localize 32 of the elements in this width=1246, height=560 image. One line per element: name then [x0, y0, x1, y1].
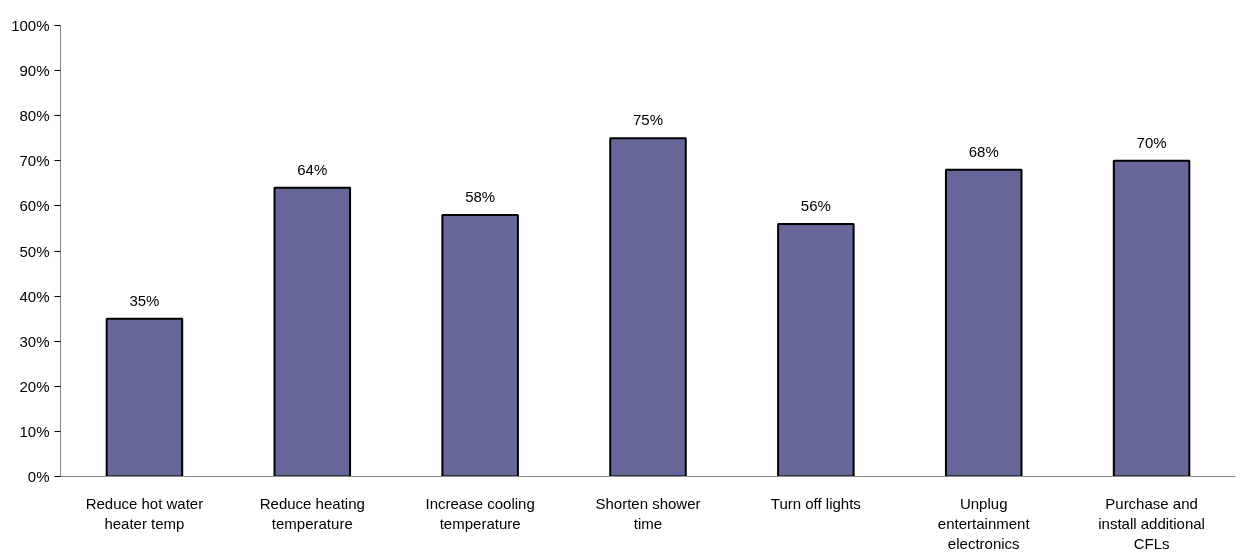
- bar: [609, 137, 687, 477]
- bar: [1112, 159, 1191, 477]
- data-label: 56%: [800, 196, 831, 214]
- data-label: 70%: [1136, 133, 1167, 151]
- data-label: 64%: [297, 160, 328, 178]
- data-label: 58%: [465, 187, 496, 205]
- data-label: 75%: [632, 111, 664, 129]
- data-label: 35%: [129, 291, 160, 309]
- bar: [944, 168, 1023, 477]
- data-label: 68%: [968, 142, 999, 160]
- y-tick-label: 50%: [19, 242, 50, 260]
- x-tick-label: Unplug entertainment electronics: [937, 494, 1031, 553]
- y-tick-label: 0%: [27, 468, 50, 485]
- bar: [105, 317, 184, 477]
- bar: [777, 222, 855, 477]
- bar: [273, 186, 352, 477]
- y-tick-label: 30%: [19, 332, 50, 350]
- y-tick-label: 90%: [19, 62, 50, 80]
- y-tick-label: 40%: [19, 287, 50, 305]
- x-tick-label: Reduce hot water heater temp: [85, 494, 204, 532]
- bar: [441, 213, 519, 477]
- y-tick-label: 70%: [19, 152, 50, 170]
- y-tick-label: 100%: [11, 17, 50, 34]
- x-tick-label: Reduce heating temperature: [259, 494, 365, 532]
- y-tick-label: 60%: [19, 197, 50, 215]
- y-tick-label: 10%: [19, 422, 50, 440]
- x-tick-label: Shorten shower time: [595, 494, 701, 532]
- y-tick-label: 20%: [19, 377, 50, 395]
- y-tick-label: 80%: [19, 107, 50, 125]
- x-tick-label: Turn off lights: [770, 494, 861, 512]
- x-tick-label: Purchase and install additional CFLs: [1098, 494, 1205, 553]
- x-tick-label: Increase cooling temperature: [425, 494, 535, 532]
